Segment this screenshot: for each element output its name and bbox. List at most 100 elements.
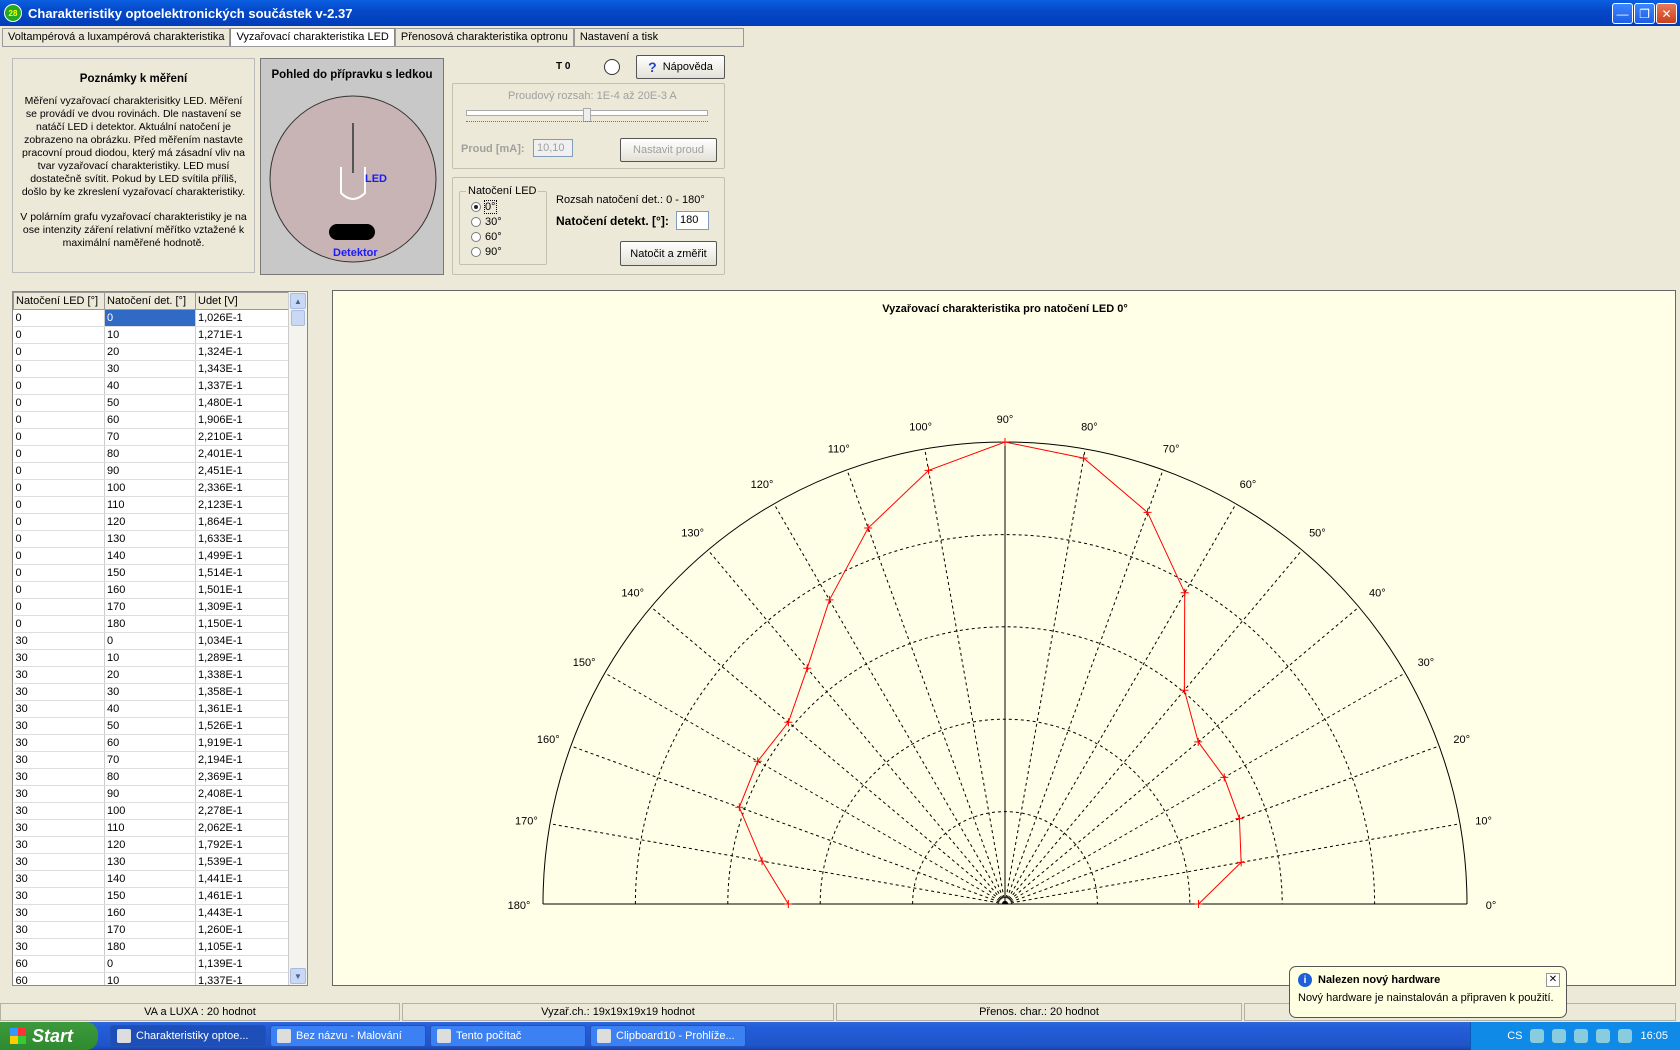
table-cell[interactable]: 1,105E-1 [195,938,289,956]
table-cell[interactable]: 0 [13,411,105,429]
language-indicator[interactable]: CS [1507,1030,1523,1042]
table-row[interactable]: 30 70 2,194E-1 [13,751,289,769]
scroll-up-button[interactable]: ▲ [290,293,306,309]
task-clipboard[interactable]: Clipboard10 - Prohlíže... [590,1025,746,1047]
scroll-down-button[interactable]: ▼ [290,968,306,984]
table-row[interactable]: 30 60 1,919E-1 [13,734,289,752]
table-cell[interactable]: 130 [104,530,196,548]
table-cell[interactable]: 100 [104,479,196,497]
table-row[interactable]: 0 40 1,337E-1 [13,377,289,395]
table-cell[interactable]: 30 [13,904,105,922]
table-row[interactable]: 0 60 1,906E-1 [13,411,289,429]
table-cell[interactable]: 120 [104,836,196,854]
table-cell[interactable]: 0 [13,428,105,446]
table-row[interactable]: 0 80 2,401E-1 [13,445,289,463]
task-my-computer[interactable]: Tento počítač [430,1025,586,1047]
table-cell[interactable]: 0 [13,513,105,531]
table-row[interactable]: 30 170 1,260E-1 [13,921,289,939]
table-cell[interactable]: 0 [13,547,105,565]
table-cell[interactable]: 150 [104,564,196,582]
table-row[interactable]: 0 50 1,480E-1 [13,394,289,412]
scroll-thumb[interactable] [291,310,305,326]
table-cell[interactable]: 1,150E-1 [195,615,289,633]
table-cell[interactable]: 0 [13,326,105,344]
radio-led-60[interactable]: 60° [471,231,502,243]
table-cell[interactable]: 2,194E-1 [195,751,289,769]
table-cell[interactable]: 1,443E-1 [195,904,289,922]
notification-balloon[interactable]: i Nalezen nový hardware Nový hardware je … [1289,966,1567,1018]
table-row[interactable]: 0 30 1,343E-1 [13,360,289,378]
table-cell[interactable]: 40 [104,700,196,718]
tab-optron[interactable]: Přenosová charakteristika optronu [394,28,574,46]
table-cell[interactable]: 180 [104,938,196,956]
table-cell[interactable]: 140 [104,547,196,565]
table-row[interactable]: 30 0 1,034E-1 [13,632,289,650]
table-cell[interactable]: 1,499E-1 [195,547,289,565]
table-cell[interactable]: 1,633E-1 [195,530,289,548]
table-row[interactable]: 0 110 2,123E-1 [13,496,289,514]
table-cell[interactable]: 160 [104,904,196,922]
table-cell[interactable]: 100 [104,802,196,820]
table-cell[interactable]: 0 [13,598,105,616]
table-cell[interactable]: 0 [13,377,105,395]
table-row[interactable]: 0 100 2,336E-1 [13,479,289,497]
table-cell[interactable]: 80 [104,768,196,786]
set-current-button[interactable]: Nastavit proud [620,138,717,162]
table-row[interactable]: 0 0 1,026E-1 [13,309,289,327]
table-row[interactable]: 60 0 1,139E-1 [13,955,289,973]
table-row[interactable]: 30 100 2,278E-1 [13,802,289,820]
table-cell[interactable]: 1,501E-1 [195,581,289,599]
table-row[interactable]: 0 10 1,271E-1 [13,326,289,344]
table-cell[interactable]: 90 [104,785,196,803]
table-row[interactable]: 30 140 1,441E-1 [13,870,289,888]
table-scrollbar[interactable]: ▲ ▼ [288,292,307,985]
table-row[interactable]: 0 90 2,451E-1 [13,462,289,480]
col-header-led[interactable]: Natočení LED [°] [13,292,105,310]
table-cell[interactable]: 1,260E-1 [195,921,289,939]
table-cell[interactable]: 30 [13,700,105,718]
radio-led-0[interactable]: 0° [471,200,497,214]
table-row[interactable]: 30 150 1,461E-1 [13,887,289,905]
current-input[interactable]: 10,10 [533,139,573,157]
table-row[interactable]: 0 160 1,501E-1 [13,581,289,599]
tab-settings-print[interactable]: Nastavení a tisk [573,28,744,46]
table-cell[interactable]: 1,906E-1 [195,411,289,429]
table-cell[interactable]: 0 [13,479,105,497]
table-cell[interactable]: 2,401E-1 [195,445,289,463]
table-cell[interactable]: 1,289E-1 [195,649,289,667]
task-paint[interactable]: Bez názvu - Malování [270,1025,426,1047]
tray-icon[interactable] [1574,1029,1589,1043]
table-cell[interactable]: 1,026E-1 [195,309,289,327]
table-cell[interactable]: 1,514E-1 [195,564,289,582]
table-cell[interactable]: 40 [104,377,196,395]
table-cell[interactable]: 1,539E-1 [195,853,289,871]
tray-icon[interactable] [1530,1029,1545,1043]
table-cell[interactable]: 0 [104,632,196,650]
task-charakteristiky[interactable]: Charakteristiky optoe... [110,1025,266,1047]
table-cell[interactable]: 30 [13,938,105,956]
table-cell[interactable]: 1,361E-1 [195,700,289,718]
table-cell[interactable]: 2,451E-1 [195,462,289,480]
tray-icon[interactable] [1552,1029,1567,1043]
table-cell[interactable]: 10 [104,972,196,985]
table-cell[interactable]: 0 [104,309,196,327]
table-row[interactable]: 0 20 1,324E-1 [13,343,289,361]
table-cell[interactable]: 60 [104,734,196,752]
table-cell[interactable]: 30 [13,921,105,939]
table-cell[interactable]: 30 [13,734,105,752]
table-cell[interactable]: 30 [13,683,105,701]
data-table[interactable]: Natočení LED [°] Natočení det. [°] Udet … [12,291,308,986]
table-cell[interactable]: 2,408E-1 [195,785,289,803]
table-cell[interactable]: 0 [13,564,105,582]
table-cell[interactable]: 30 [13,649,105,667]
table-cell[interactable]: 130 [104,853,196,871]
radio-led-90[interactable]: 90° [471,246,502,258]
current-slider[interactable] [466,108,708,124]
table-cell[interactable]: 0 [13,496,105,514]
table-cell[interactable]: 30 [13,785,105,803]
table-cell[interactable]: 50 [104,717,196,735]
table-cell[interactable]: 30 [104,360,196,378]
table-cell[interactable]: 170 [104,921,196,939]
table-row[interactable]: 30 180 1,105E-1 [13,938,289,956]
table-row[interactable]: 0 140 1,499E-1 [13,547,289,565]
